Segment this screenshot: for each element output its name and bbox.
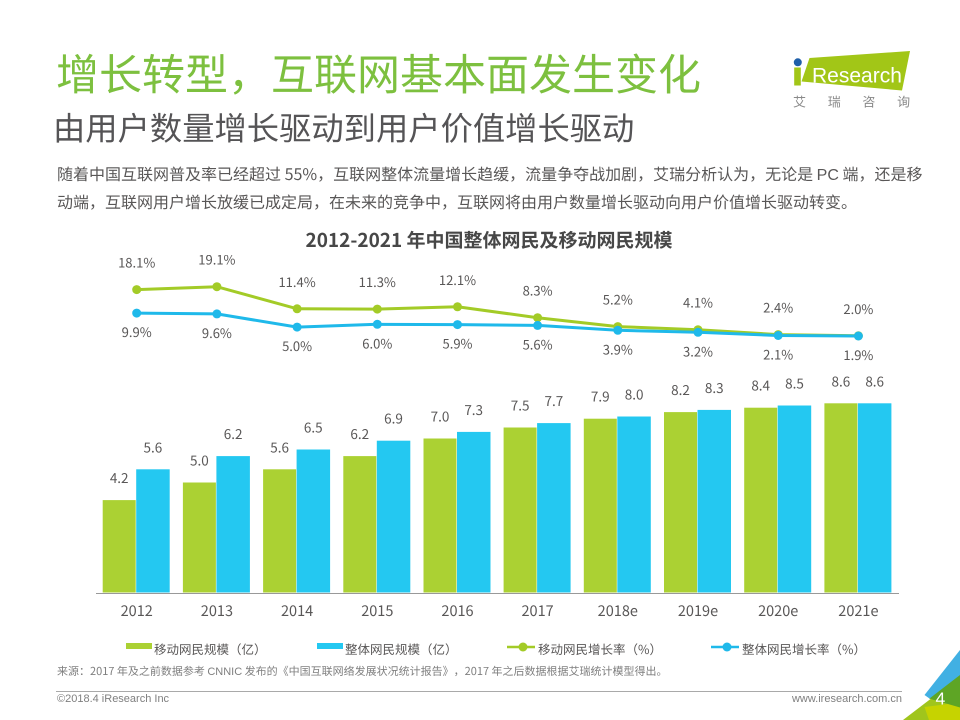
svg-text:8.4: 8.4 <box>751 375 770 395</box>
svg-text:6.5: 6.5 <box>304 417 323 437</box>
svg-text:2.0%: 2.0% <box>843 299 873 318</box>
svg-text:5.6: 5.6 <box>144 436 163 456</box>
svg-text:2020e: 2020e <box>758 600 798 621</box>
svg-text:2.4%: 2.4% <box>763 298 793 317</box>
svg-text:5.0: 5.0 <box>190 450 209 470</box>
svg-text:8.3%: 8.3% <box>523 281 553 300</box>
svg-text:7.5: 7.5 <box>511 395 530 415</box>
svg-text:2016: 2016 <box>441 600 473 621</box>
svg-text:3.2%: 3.2% <box>683 341 713 360</box>
svg-text:5.2%: 5.2% <box>603 290 633 309</box>
svg-text:3.9%: 3.9% <box>603 339 633 358</box>
svg-text:6.2: 6.2 <box>224 423 243 443</box>
svg-text:5.6: 5.6 <box>270 436 289 456</box>
svg-text:5.0%: 5.0% <box>282 336 312 355</box>
svg-text:8.6: 8.6 <box>865 370 884 390</box>
svg-text:6.0%: 6.0% <box>362 333 392 352</box>
svg-text:8.6: 8.6 <box>832 370 851 390</box>
svg-text:8.0: 8.0 <box>625 384 644 404</box>
svg-text:11.4%: 11.4% <box>278 272 315 291</box>
svg-text:Research: Research <box>812 65 902 88</box>
svg-text:8.2: 8.2 <box>671 379 690 399</box>
svg-text:2015: 2015 <box>361 600 393 621</box>
svg-text:2019e: 2019e <box>678 600 718 621</box>
svg-text:9.9%: 9.9% <box>122 322 152 341</box>
svg-text:6.2: 6.2 <box>350 423 369 443</box>
svg-text:2013: 2013 <box>201 600 233 621</box>
svg-text:7.9: 7.9 <box>591 386 610 406</box>
svg-text:4: 4 <box>936 689 946 709</box>
svg-text:艾瑞咨询: 艾瑞咨询 <box>793 92 920 111</box>
svg-text:4.2: 4.2 <box>110 467 129 487</box>
svg-text:7.3: 7.3 <box>464 399 483 419</box>
svg-text:6.9: 6.9 <box>384 408 403 428</box>
svg-text:2012: 2012 <box>121 600 153 621</box>
svg-text:9.6%: 9.6% <box>202 323 232 342</box>
svg-text:2.1%: 2.1% <box>763 345 793 364</box>
svg-text:7.7: 7.7 <box>545 390 564 410</box>
svg-text:7.0: 7.0 <box>431 406 450 426</box>
svg-text:2018e: 2018e <box>598 600 638 621</box>
svg-text:2014: 2014 <box>281 600 313 621</box>
svg-text:5.6%: 5.6% <box>523 334 553 353</box>
svg-text:5.9%: 5.9% <box>442 334 472 353</box>
svg-text:19.1%: 19.1% <box>198 255 235 269</box>
svg-text:8.3: 8.3 <box>705 377 724 397</box>
svg-text:2021e: 2021e <box>838 600 878 621</box>
svg-text:4.1%: 4.1% <box>683 293 713 312</box>
svg-text:2017: 2017 <box>521 600 553 621</box>
svg-text:1.9%: 1.9% <box>843 345 873 364</box>
svg-text:18.1%: 18.1% <box>118 255 155 272</box>
svg-text:12.1%: 12.1% <box>439 270 476 289</box>
svg-text:11.3%: 11.3% <box>359 272 396 291</box>
svg-text:8.5: 8.5 <box>785 373 804 393</box>
